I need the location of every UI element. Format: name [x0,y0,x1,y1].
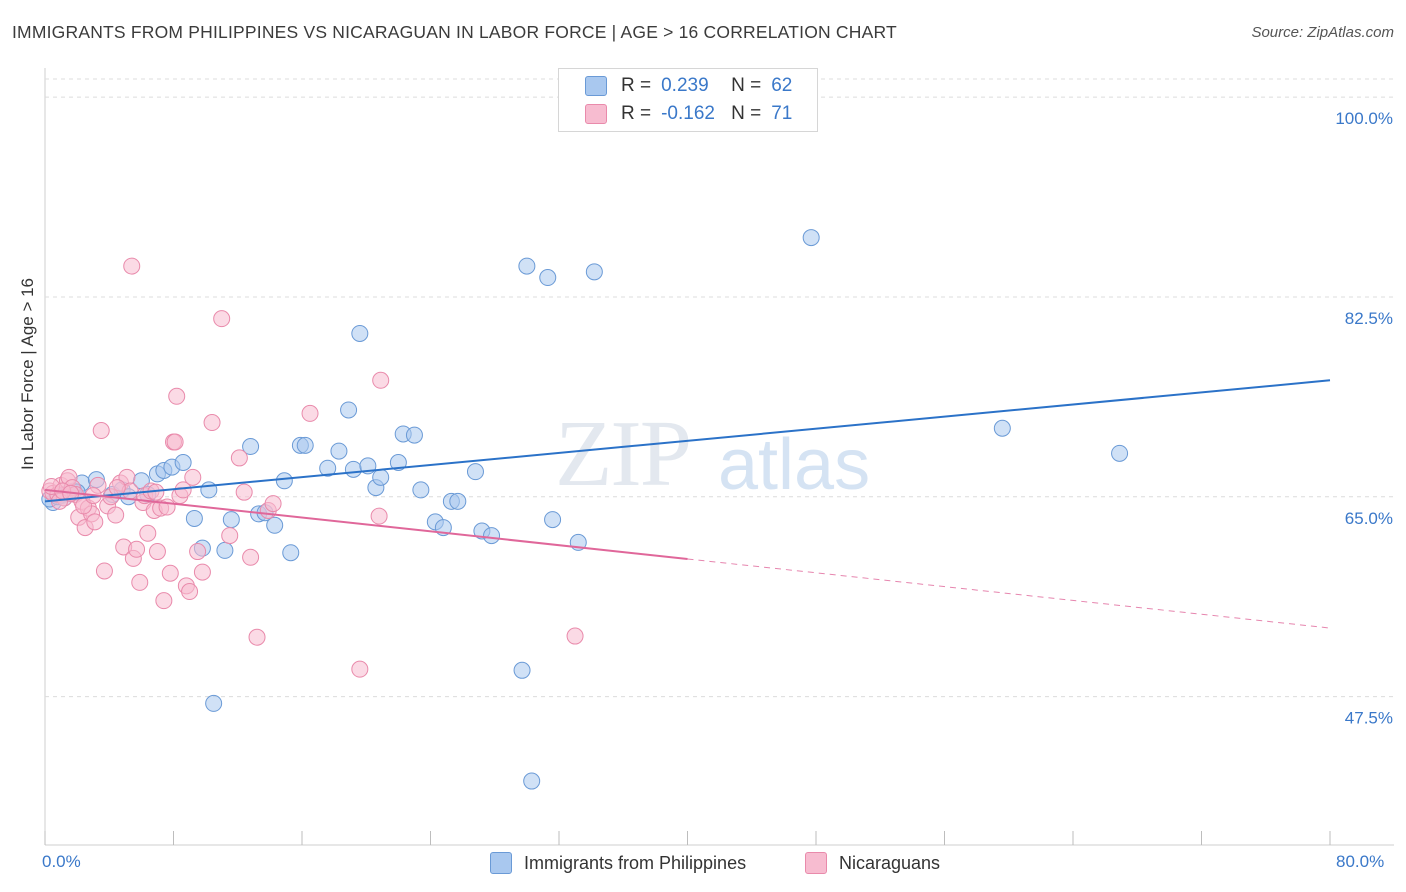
philippines-point [483,527,501,545]
philippines-point [389,454,407,471]
nicaraguans-point [264,495,282,513]
y-tick-label: 82.5% [1345,309,1393,328]
legend-n-label: N = [731,103,762,124]
philippines-swatch [585,76,607,96]
legend-r-label: R = [621,103,652,124]
correlation-legend: R = 0.239 N = 62 R = -0.162 N = 71 [558,68,818,132]
nicaraguans-point [123,257,141,275]
philippines-point [412,481,430,499]
nicaraguans-point [230,449,248,467]
legend-r-value: 0.239 [661,75,709,96]
bottom-legend-label: Immigrants from Philippines [524,852,747,873]
nicaraguans-point [161,564,179,582]
philippines-point [275,472,293,490]
nicaraguans-point [213,310,231,328]
nicaraguans-point [92,422,110,440]
legend-r-value: -0.162 [661,103,715,124]
philippines-point [205,694,223,712]
nicaraguans-swatch [805,852,827,874]
philippines-point [585,263,603,281]
nicaraguans-point [139,524,157,542]
nicaraguans-point [372,371,390,389]
nicaraguans-point [148,543,166,561]
bottom-legend-philippines: Immigrants from Philippines [490,852,746,874]
philippines-point [449,492,467,510]
nicaraguans-trend-line [44,488,688,560]
nicaraguans-point [235,483,253,501]
nicaraguans-trend-line-extrapolated [687,558,1331,629]
legend-row-nicaraguans: R = -0.162 N = 71 [585,101,792,127]
nicaraguans-point [128,540,146,558]
legend-r-label: R = [621,75,652,96]
nicaraguans-point [248,628,266,646]
legend-row-philippines: R = 0.239 N = 62 [585,73,792,99]
philippines-point [523,772,541,790]
y-tick-label: 47.5% [1345,709,1393,728]
nicaraguans-point [107,506,125,524]
nicaraguans-point [566,627,584,645]
nicaraguans-point [221,527,239,545]
y-axis-label: In Labor Force | Age > 16 [18,277,37,470]
nicaraguans-point [131,573,149,591]
nicaraguans-point [301,404,319,422]
philippines-point [539,269,557,287]
philippines-point [185,509,203,527]
philippines-trend-line [44,379,1331,503]
nicaraguans-point [189,543,207,561]
philippines-point [544,511,562,529]
philippines-point [351,324,369,342]
philippines-point [282,544,300,562]
bottom-legend-label: Nicaraguans [839,852,941,873]
watermark-zip: ZIP [555,402,692,506]
philippines-point [802,229,820,247]
nicaraguans-point [108,479,126,497]
philippines-point [222,511,240,529]
philippines-point [200,481,218,499]
philippines-point [319,459,337,477]
y-tick-label: 65.0% [1345,509,1393,528]
philippines-point [1111,444,1129,462]
philippines-point [340,401,358,419]
nicaraguans-point [242,548,260,566]
nicaraguans-point [86,513,104,531]
philippines-point [372,468,390,486]
nicaraguans-point [95,562,113,580]
nicaraguans-point [193,563,211,581]
legend-n-label: N = [731,75,762,96]
philippines-point [344,460,362,478]
nicaraguans-point [184,468,202,486]
philippines-point [330,442,348,460]
nicaraguans-point [181,583,199,601]
philippines-point [216,541,234,559]
nicaraguans-point [351,660,369,678]
nicaraguans-point [166,433,184,451]
nicaraguans-point [203,414,221,432]
nicaraguans-swatch [585,104,607,124]
source-credit: Source: ZipAtlas.com [1251,24,1394,41]
philippines-point [405,426,423,444]
legend-n-value: 62 [771,75,793,96]
nicaraguans-point [168,387,186,405]
philippines-point [993,419,1011,437]
chart-title: IMMIGRANTS FROM PHILIPPINES VS NICARAGUA… [12,22,897,42]
philippines-swatch [490,852,512,874]
y-tick-label: 100.0% [1335,109,1393,128]
nicaraguans-point [155,592,173,610]
philippines-point [174,454,192,471]
nicaraguans-point [370,507,388,525]
legend-n-value: 71 [771,103,793,124]
philippines-point [296,436,314,454]
x-tick-label-min: 0.0% [42,852,81,871]
philippines-point [513,661,531,679]
x-tick-label-max: 80.0% [1336,852,1385,871]
philippines-point [518,257,536,275]
philippines-point [242,438,260,456]
philippines-point [466,463,484,481]
watermark-atlas: atlas [718,425,871,505]
bottom-legend-nicaraguans: Nicaraguans [805,852,940,874]
philippines-point [266,516,284,534]
